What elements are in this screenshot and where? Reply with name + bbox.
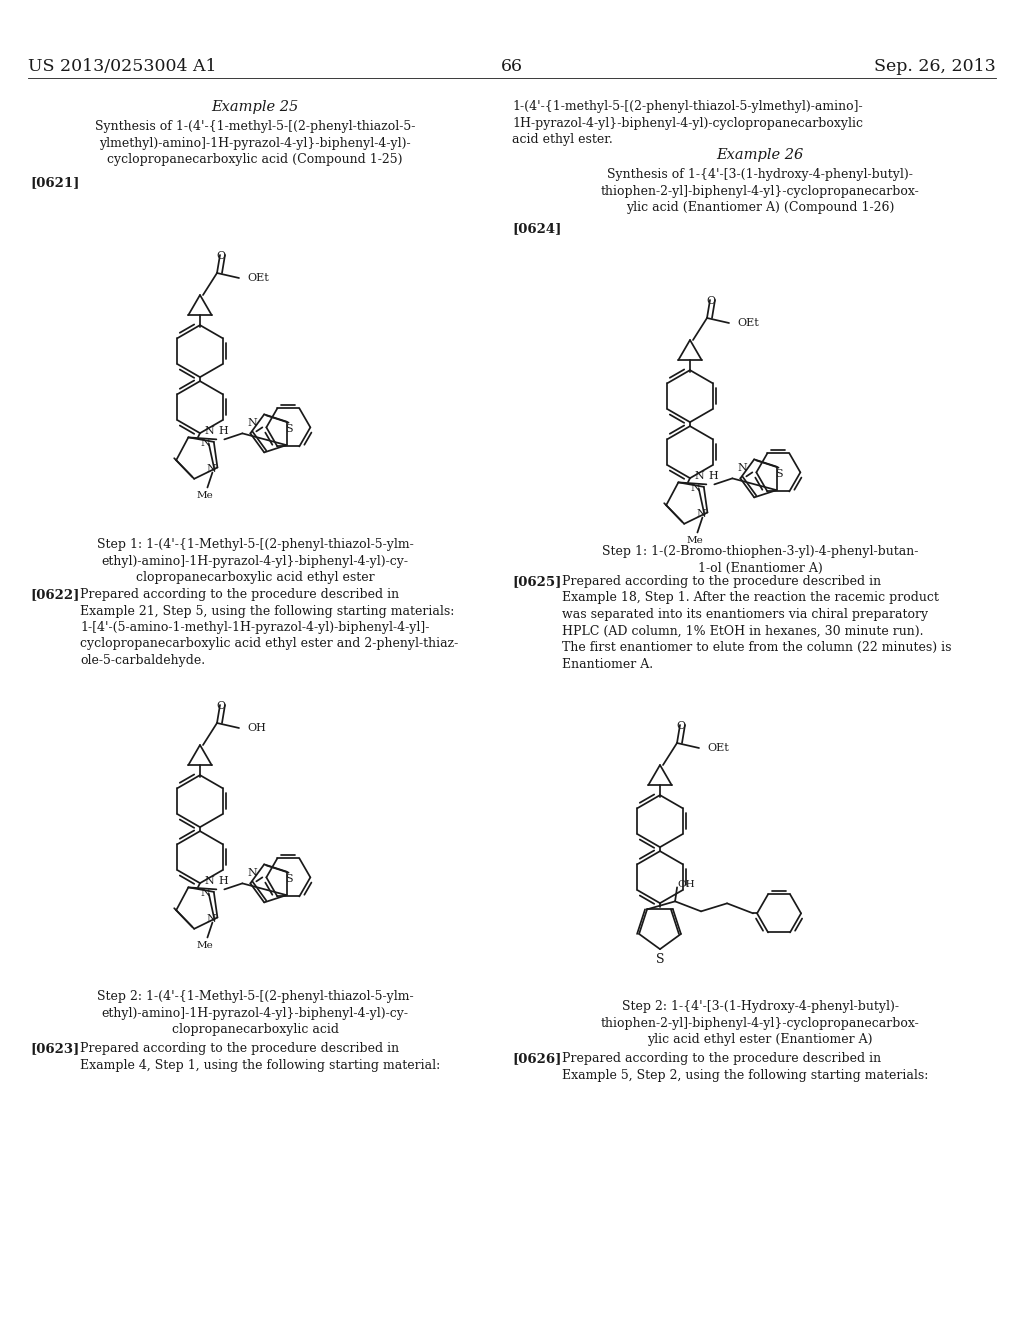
Text: N: N — [207, 915, 216, 924]
Text: [0622]: [0622] — [30, 587, 80, 601]
Text: H: H — [709, 471, 718, 482]
Text: N: N — [248, 418, 257, 429]
Text: Step 2: 1-{4'-[3-(1-Hydroxy-4-phenyl-butyl)-
thiophen-2-yl]-biphenyl-4-yl}-cyclo: Step 2: 1-{4'-[3-(1-Hydroxy-4-phenyl-but… — [601, 1001, 920, 1045]
Text: H: H — [218, 876, 228, 886]
Text: Example 25: Example 25 — [211, 100, 299, 114]
Text: Synthesis of 1-(4'-{1-methyl-5-[(2-phenyl-thiazol-5-
ylmethyl)-amino]-1H-pyrazol: Synthesis of 1-(4'-{1-methyl-5-[(2-pheny… — [95, 120, 415, 166]
Text: Step 1: 1-(4'-{1-Methyl-5-[(2-phenyl-thiazol-5-ylm-
ethyl)-amino]-1H-pyrazol-4-y: Step 1: 1-(4'-{1-Methyl-5-[(2-phenyl-thi… — [96, 539, 414, 583]
Text: O: O — [677, 721, 685, 731]
Text: Me: Me — [196, 941, 213, 950]
Text: N: N — [737, 463, 748, 474]
Text: N: N — [205, 876, 214, 886]
Text: S: S — [655, 953, 665, 966]
Text: S: S — [285, 874, 292, 883]
Text: [0623]: [0623] — [30, 1041, 79, 1055]
Text: N: N — [205, 426, 214, 437]
Text: Me: Me — [686, 536, 702, 545]
Text: OH: OH — [677, 880, 694, 890]
Text: N: N — [694, 471, 705, 482]
Text: Sep. 26, 2013: Sep. 26, 2013 — [874, 58, 996, 75]
Text: Step 2: 1-(4'-{1-Methyl-5-[(2-phenyl-thiazol-5-ylm-
ethyl)-amino]-1H-pyrazol-4-y: Step 2: 1-(4'-{1-Methyl-5-[(2-phenyl-thi… — [96, 990, 414, 1036]
Text: OH: OH — [247, 723, 266, 733]
Text: O: O — [707, 296, 716, 306]
Text: Synthesis of 1-{4'-[3-(1-hydroxy-4-phenyl-butyl)-
thiophen-2-yl]-biphenyl-4-yl}-: Synthesis of 1-{4'-[3-(1-hydroxy-4-pheny… — [601, 168, 920, 214]
Text: Prepared according to the procedure described in
Example 5, Step 2, using the fo: Prepared according to the procedure desc… — [562, 1052, 929, 1081]
Text: Prepared according to the procedure described in
Example 18, Step 1. After the r: Prepared according to the procedure desc… — [562, 576, 951, 671]
Text: N: N — [696, 510, 707, 520]
Text: OEt: OEt — [737, 318, 759, 327]
Text: OEt: OEt — [707, 743, 729, 752]
Text: [0625]: [0625] — [512, 576, 561, 587]
Text: N: N — [201, 438, 211, 447]
Text: US 2013/0253004 A1: US 2013/0253004 A1 — [28, 58, 216, 75]
Text: 1-(4'-{1-methyl-5-[(2-phenyl-thiazol-5-ylmethyl)-amino]-
1H-pyrazol-4-yl}-biphen: 1-(4'-{1-methyl-5-[(2-phenyl-thiazol-5-y… — [512, 100, 863, 147]
Text: S: S — [285, 424, 292, 434]
Text: O: O — [216, 701, 225, 711]
Text: N: N — [248, 869, 257, 878]
Text: Me: Me — [196, 491, 213, 500]
Text: O: O — [216, 251, 225, 261]
Text: Step 1: 1-(2-Bromo-thiophen-3-yl)-4-phenyl-butan-
1-ol (Enantiomer A): Step 1: 1-(2-Bromo-thiophen-3-yl)-4-phen… — [602, 545, 919, 574]
Text: Prepared according to the procedure described in
Example 21, Step 5, using the f: Prepared according to the procedure desc… — [80, 587, 459, 667]
Text: N: N — [207, 465, 216, 474]
Text: 66: 66 — [501, 58, 523, 75]
Text: S: S — [775, 469, 782, 479]
Text: Prepared according to the procedure described in
Example 4, Step 1, using the fo: Prepared according to the procedure desc… — [80, 1041, 440, 1072]
Text: N: N — [691, 483, 700, 492]
Text: Example 26: Example 26 — [717, 148, 804, 162]
Text: OEt: OEt — [247, 273, 268, 282]
Text: [0624]: [0624] — [512, 222, 561, 235]
Text: [0626]: [0626] — [512, 1052, 561, 1065]
Text: N: N — [201, 888, 211, 898]
Text: H: H — [218, 426, 228, 437]
Text: [0621]: [0621] — [30, 176, 80, 189]
